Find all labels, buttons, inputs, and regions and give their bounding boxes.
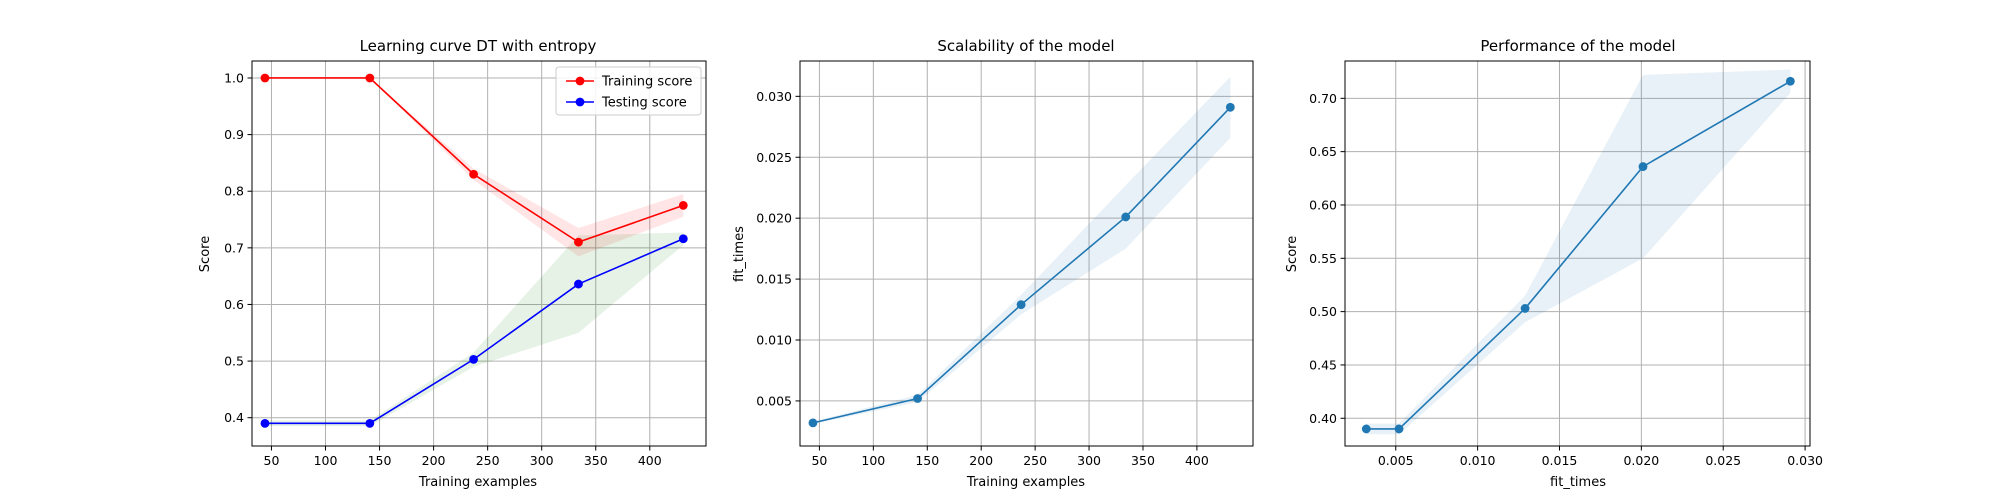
confidence-band (812, 76, 1231, 425)
x-tick-label: 150 (915, 453, 939, 468)
chart-title: Performance of the model (1480, 37, 1675, 55)
x-tick-label: 250 (476, 453, 500, 468)
y-tick-label: 0.6 (224, 297, 244, 312)
y-tick-label: 0.5 (224, 354, 244, 369)
y-tick-label: 0.55 (1309, 251, 1337, 266)
x-tick-label: 0.005 (1378, 453, 1414, 468)
grid (252, 61, 706, 446)
data-point (678, 234, 688, 244)
y-tick-label: 0.40 (1309, 411, 1337, 426)
legend-label: Testing score (601, 96, 687, 111)
chart-title: Learning curve DT with entropy (360, 37, 597, 55)
x-tick-label: 0.025 (1705, 453, 1741, 468)
x-tick-label: 250 (1023, 453, 1047, 468)
legend-marker (575, 76, 585, 86)
data-point (1638, 162, 1648, 171)
data-point (365, 418, 375, 428)
x-tick-label: 50 (264, 453, 280, 468)
legend-box (555, 66, 702, 116)
chart-scalability: Scalability of the model Training exampl… (732, 37, 1254, 490)
data-point (260, 73, 270, 83)
y-tick-label: 0.030 (756, 89, 792, 104)
y-tick-label: 0.4 (224, 410, 244, 425)
x-tick-label: 400 (1185, 453, 1209, 468)
axes-frame (799, 60, 1254, 447)
y-tick-label: 1.0 (224, 70, 244, 85)
y-tick-label: 0.9 (224, 127, 244, 142)
x-tick-label: 200 (422, 453, 446, 468)
y-tick-label: 0.60 (1309, 197, 1337, 212)
x-tick-label: 300 (530, 453, 554, 468)
series-line (264, 238, 684, 425)
grid (1345, 61, 1810, 446)
chart-learning-curve: Learning curve DT with entropy Training … (198, 37, 707, 490)
x-tick-label: 200 (969, 453, 993, 468)
grid (800, 61, 1253, 446)
chart-performance: Performance of the model fit_times Score… (1285, 37, 1823, 490)
x-tick-label: 0.010 (1460, 453, 1496, 468)
y-tick-label: 0.020 (756, 211, 792, 226)
data-point (1361, 424, 1371, 434)
data-point (1225, 102, 1235, 112)
x-tick-label: 300 (1077, 453, 1101, 468)
data-point (1121, 212, 1131, 222)
x-tick-label: 150 (368, 453, 392, 468)
confidence-band (264, 232, 684, 427)
data-point (574, 279, 583, 289)
legend: Training score Testing score (555, 66, 702, 116)
legend-marker (575, 97, 585, 107)
x-tick-label: 0.020 (1623, 453, 1659, 468)
data-point (1785, 76, 1795, 86)
data-point (365, 73, 375, 83)
y-tick-label: 0.8 (224, 184, 244, 199)
x-axis-label: fit_times (1550, 475, 1606, 490)
data-point (574, 237, 583, 247)
data-point (1016, 300, 1026, 310)
data-point (469, 354, 478, 364)
x-tick-label: 400 (638, 453, 662, 468)
y-tick-label: 0.70 (1309, 91, 1337, 106)
chart-title: Scalability of the model (937, 37, 1114, 55)
data-point (1394, 424, 1404, 434)
axes-frame (251, 60, 707, 447)
legend-label: Training score (601, 75, 692, 90)
y-axis-label: fit_times (732, 226, 747, 282)
x-axis-label: Training examples (418, 475, 537, 490)
axes-frame (1344, 60, 1811, 447)
confidence-band (1366, 69, 1791, 435)
x-tick-label: 0.015 (1542, 453, 1578, 468)
y-tick-label: 0.45 (1309, 357, 1337, 372)
y-axis-label: Score (198, 236, 213, 272)
x-axis-label: Training examples (966, 475, 1085, 490)
y-axis-label: Score (1285, 236, 1300, 272)
data-point (913, 394, 922, 403)
y-tick-label: 0.015 (756, 272, 792, 287)
data-point (260, 418, 270, 428)
x-tick-label: 100 (314, 453, 338, 468)
data-point (678, 200, 688, 210)
y-tick-label: 0.7 (224, 240, 244, 255)
x-tick-label: 100 (861, 453, 885, 468)
data-point (808, 418, 818, 428)
y-tick-label: 0.65 (1309, 144, 1337, 159)
x-tick-label: 50 (811, 453, 827, 468)
x-tick-label: 350 (584, 453, 608, 468)
y-tick-label: 0.010 (756, 333, 792, 348)
y-tick-label: 0.025 (756, 150, 792, 165)
data-point (1520, 304, 1530, 313)
data-point (469, 169, 478, 179)
x-tick-label: 350 (1131, 453, 1155, 468)
x-tick-label: 0.030 (1787, 453, 1823, 468)
y-tick-label: 0.50 (1309, 304, 1337, 319)
y-tick-label: 0.005 (756, 393, 792, 408)
